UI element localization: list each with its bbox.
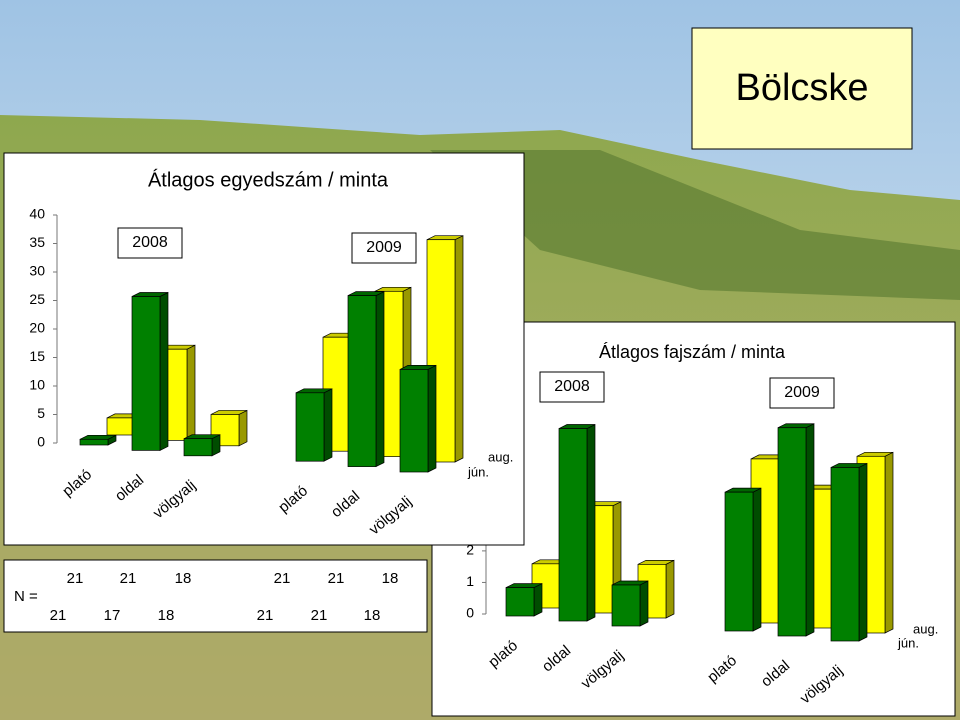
- n-value: 17: [104, 607, 121, 624]
- bar: [777, 427, 807, 637]
- bar-side: [375, 291, 385, 468]
- n-value: 18: [158, 607, 175, 624]
- year-box: [351, 232, 417, 264]
- title-box: [691, 27, 913, 150]
- n-value: 21: [257, 607, 274, 624]
- bar-side: [858, 462, 868, 642]
- y-tick-label: 0: [466, 605, 474, 621]
- n-table: N = 21 21 18 21 21 18 21 17 18 21 21 18: [3, 559, 428, 633]
- n-frame: [3, 559, 428, 633]
- bar-side: [665, 559, 675, 619]
- y-tick-label: 35: [29, 234, 45, 250]
- n-value: 18: [364, 607, 381, 624]
- year-box: [539, 371, 605, 403]
- n-value: 21: [120, 570, 137, 587]
- y-tick-label: 10: [29, 377, 45, 393]
- bar-side: [427, 364, 437, 473]
- bar-side: [238, 409, 248, 447]
- y-tick-label: 20: [29, 320, 45, 336]
- year-label: 2009: [366, 239, 402, 256]
- n-label: N =: [14, 588, 38, 605]
- bar-side: [805, 423, 815, 637]
- bar-side: [639, 580, 649, 627]
- y-tick-label: 15: [29, 348, 45, 364]
- y-tick-label: 0: [37, 434, 45, 450]
- n-value: 21: [274, 570, 291, 587]
- bar: [79, 438, 109, 446]
- n-value: 21: [50, 607, 67, 624]
- y-tick-label: 30: [29, 263, 45, 279]
- legend-label: aug.: [913, 621, 938, 636]
- slide-title: Bölcske: [735, 67, 868, 109]
- bar: [611, 584, 641, 627]
- chart-title: Átlagos egyedszám / minta: [148, 168, 389, 191]
- bar: [183, 438, 213, 457]
- y-tick-label: 5: [37, 405, 45, 421]
- bar-side: [159, 291, 169, 451]
- year-label: 2008: [554, 378, 590, 395]
- legend-label: jún.: [467, 464, 489, 479]
- bar: [106, 417, 136, 436]
- bar-side: [186, 344, 196, 441]
- y-tick-label: 1: [466, 573, 474, 589]
- chart-1-panel: Átlagos egyedszám / minta 0 5 10 15 20 25 30 35 4…: [3, 152, 525, 546]
- bar: [558, 428, 588, 622]
- bar: [505, 587, 535, 617]
- n-value: 18: [175, 570, 192, 587]
- n-value: 18: [382, 570, 399, 587]
- year-box: [117, 227, 183, 259]
- bar: [295, 392, 325, 462]
- y-tick-label: 2: [466, 542, 474, 558]
- bar: [131, 296, 161, 451]
- bar-side: [454, 235, 464, 463]
- bar-side: [884, 451, 894, 634]
- chart-title: Átlagos fajszám / minta: [599, 342, 786, 362]
- year-box: [769, 377, 835, 409]
- n-value: 21: [328, 570, 345, 587]
- year-label: 2009: [784, 384, 820, 401]
- bar: [724, 491, 754, 632]
- n-value: 21: [67, 570, 84, 587]
- bushes: [430, 150, 960, 300]
- n-value: 21: [311, 607, 328, 624]
- bar-side: [752, 487, 762, 632]
- y-tick-label: 25: [29, 291, 45, 307]
- bar-side: [533, 583, 543, 617]
- year-label: 2008: [132, 234, 168, 251]
- y-tick-label: 40: [29, 206, 45, 222]
- bar-side: [586, 423, 596, 622]
- bar: [399, 369, 429, 473]
- bar: [830, 467, 860, 642]
- legend-label: aug.: [488, 449, 513, 464]
- bar: [347, 295, 377, 467]
- bar-side: [323, 388, 333, 462]
- legend-label: jún.: [897, 635, 919, 650]
